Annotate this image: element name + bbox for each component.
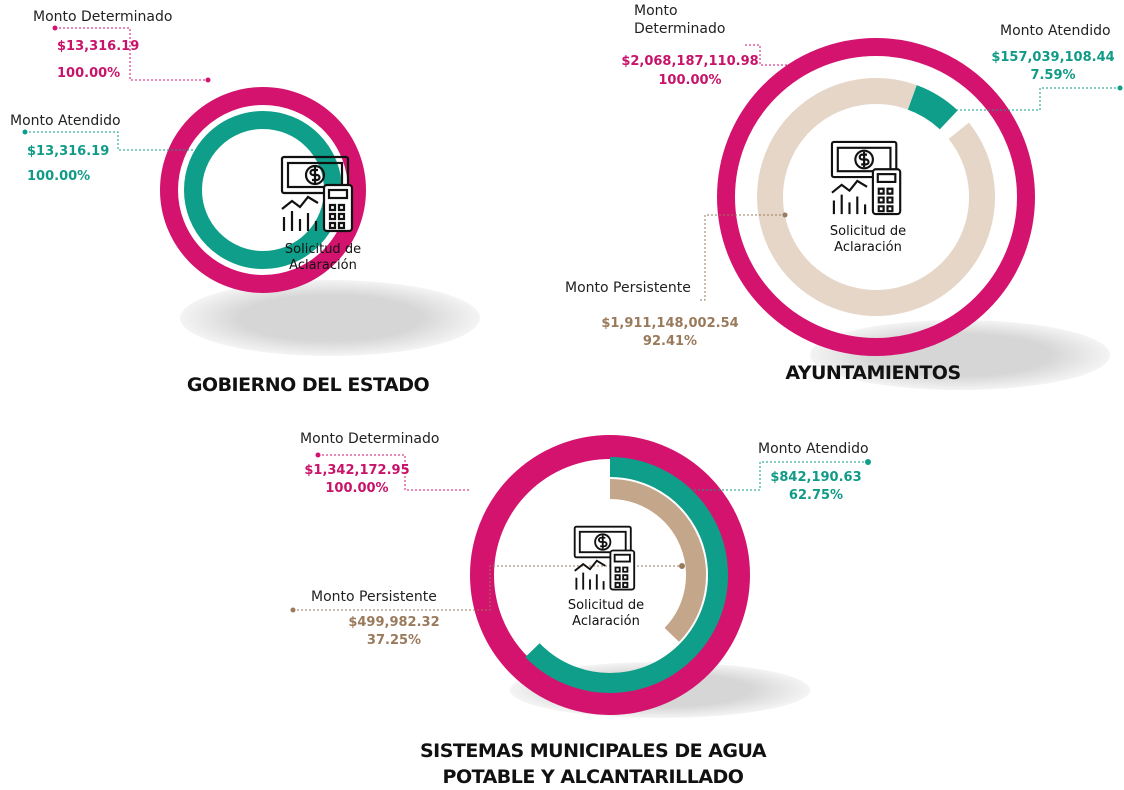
center-label: Solicitud de Aclaración: [567, 598, 645, 629]
percent-label: 100.00%: [325, 481, 389, 496]
ring: [470, 435, 750, 715]
value-label: $13,316.19: [57, 39, 140, 54]
percent-label: 7.59%: [1030, 68, 1076, 83]
label: Monto Persistente: [565, 280, 691, 296]
shadow: [810, 320, 1110, 390]
label: Monto Persistente: [311, 589, 437, 605]
label: Monto Atendido: [758, 441, 869, 457]
percent-label: 100.00%: [27, 169, 91, 184]
ring: [160, 87, 366, 293]
ring-arc: [757, 78, 995, 316]
label: Monto Atendido: [10, 113, 121, 129]
icon: [573, 525, 636, 591]
percent-label: 100.00%: [658, 73, 722, 88]
chart-title: GOBIERNO DEL ESTADO: [186, 374, 430, 396]
percent-label: 62.75%: [788, 488, 844, 503]
value-label: $499,982.32: [348, 615, 440, 630]
leader-dots: [22, 25, 1123, 613]
label: Monto Atendido: [1000, 23, 1111, 39]
ring: [184, 111, 342, 269]
icon: [830, 140, 902, 216]
label: Monto Determinado: [33, 9, 173, 25]
ring-arc: [609, 479, 706, 642]
percent-label: 37.25%: [366, 633, 422, 648]
chart-title: AYUNTAMIENTOS: [785, 362, 961, 384]
center-label: Solicitud de Aclaración: [829, 224, 907, 255]
percent-label: 92.41%: [642, 334, 698, 349]
ring-arc: [907, 85, 958, 130]
value-label: $1,342,172.95: [304, 463, 410, 478]
value-label: $1,911,148,002.54: [601, 316, 739, 331]
ring-arc: [525, 457, 728, 693]
value-label: $13,316.19: [27, 144, 110, 159]
percent-label: 100.00%: [57, 66, 121, 81]
center-label: Solicitud de Aclaración: [284, 242, 362, 273]
shadow: [180, 280, 480, 356]
label: Monto Determinado: [634, 3, 726, 37]
value-label: $157,039,108.44: [991, 50, 1115, 65]
value-label: $842,190.63: [770, 470, 862, 485]
label: Monto Determinado: [300, 431, 440, 447]
ring: [717, 38, 1035, 356]
value-label: $2,068,187,110.98: [621, 54, 759, 69]
chart-title: SISTEMAS MUNICIPALES DE AGUA POTABLE Y A…: [419, 740, 767, 788]
